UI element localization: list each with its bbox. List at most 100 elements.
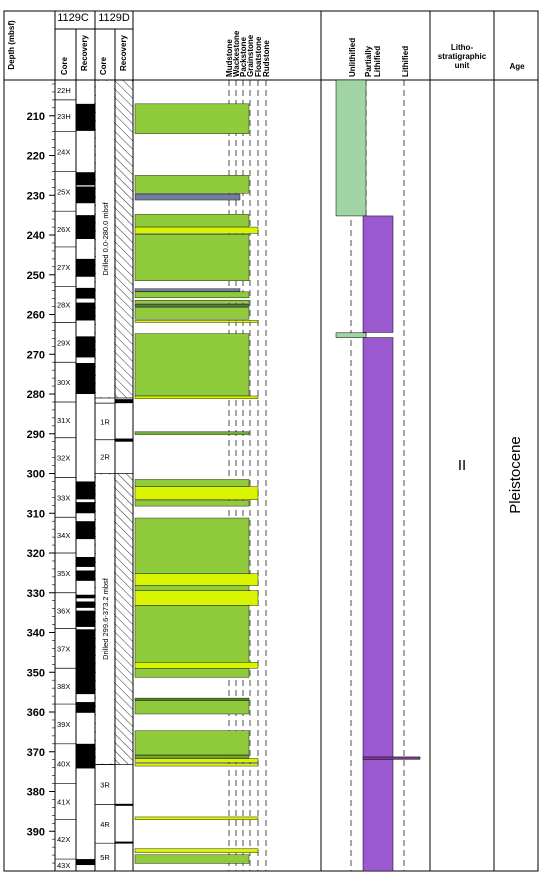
- depth-tick-label: 300: [27, 469, 45, 481]
- drilled-interval-label: Drilled 0.0-280.0 mbsf: [101, 201, 110, 275]
- lithology-block: [134, 755, 250, 759]
- partially-word: Partially: [364, 45, 373, 77]
- lithology-block: [134, 590, 259, 606]
- core-c-label: 33X: [57, 493, 70, 502]
- recovery-c-block: [76, 186, 95, 204]
- drilled-interval-label: Drilled 299.6-373.2 mbsf: [101, 577, 110, 660]
- depth-tick-label: 370: [27, 747, 45, 759]
- lithification-block-partially: [362, 337, 394, 758]
- recovery-c-block: [76, 859, 95, 866]
- core-d-header: Core: [99, 56, 108, 75]
- recovery-c-block: [76, 570, 95, 581]
- lithology-block: [134, 214, 250, 228]
- lithology-block: [134, 486, 259, 500]
- core-c-label: 30X: [57, 378, 70, 387]
- recovery-c-block: [76, 215, 95, 239]
- frame-layer: [3, 10, 539, 872]
- core-c-label: 27X: [57, 263, 70, 272]
- lithology-block: [134, 303, 250, 308]
- recovery-c-block: [76, 521, 95, 540]
- depth-tick-label: 350: [27, 667, 45, 679]
- core-c-label: 34X: [57, 531, 70, 540]
- recovery-c-block: [76, 502, 95, 514]
- lithification-block-unlithified: [335, 332, 367, 338]
- depth-tick-label: 320: [27, 548, 45, 560]
- texture-header-packstone: Packstone: [239, 36, 248, 77]
- recovery-c-block: [76, 103, 95, 131]
- texture-header-mudstone: Mudstone: [225, 39, 234, 77]
- lithification-block-lithified: [362, 756, 421, 760]
- lithology-block: [134, 848, 259, 853]
- recovery-c-block: [76, 363, 95, 395]
- core-c-label: 35X: [57, 569, 70, 578]
- unit-header-line: Litho-: [451, 43, 474, 52]
- core-c-header: Core: [60, 56, 69, 75]
- lithology-block: [134, 854, 250, 864]
- unit-header-line: unit: [455, 61, 470, 70]
- outer-frame: [3, 10, 539, 872]
- texture-header-rudstone: Rudstone: [262, 40, 271, 77]
- core-d-label: 3R: [100, 781, 110, 790]
- drilled-label-bg: [96, 81, 114, 397]
- core-d-label: 2R: [100, 453, 110, 462]
- lithology-block: [134, 193, 241, 201]
- lithology-block: [134, 431, 250, 435]
- depth-tick-label: 210: [27, 111, 45, 123]
- core-c-label: 39X: [57, 720, 70, 729]
- core-c-label: 28X: [57, 301, 70, 310]
- hole-1129d-header: 1129D: [98, 12, 130, 24]
- recovery-c-block: [76, 601, 95, 608]
- core-c-label: 25X: [57, 187, 70, 196]
- recovery-c-block: [76, 336, 95, 358]
- recovery-c-block: [76, 594, 95, 599]
- recovery-d-block: [115, 438, 133, 442]
- lithology-block: [134, 226, 259, 234]
- depth-tick-label: 360: [27, 707, 45, 719]
- lithology-block: [134, 730, 250, 756]
- core-c-label: 43X: [57, 861, 70, 870]
- texture-header-floatstone: Floatstone: [254, 36, 263, 77]
- recovery-c-block: [76, 629, 95, 695]
- lithology-block: [134, 300, 250, 304]
- core-c-label: 42X: [57, 835, 70, 844]
- lithification-block-partially: [362, 759, 394, 872]
- lithostratigraphic-unit-value: II: [458, 457, 466, 474]
- texture-header-grainstone: Grainstone: [246, 34, 255, 77]
- lithology-block: [134, 668, 250, 678]
- lithology-block: [134, 320, 259, 323]
- lithology-block: [134, 816, 259, 820]
- lithology-block: [134, 697, 250, 701]
- lithification-header-lithified: Lithified: [401, 46, 410, 77]
- core-c-label: 26X: [57, 225, 70, 234]
- lithology-block: [134, 763, 259, 767]
- core-c-label: 32X: [57, 454, 70, 463]
- core-c-label: 23H: [57, 112, 71, 121]
- depth-header: Depth (mbsf): [7, 20, 16, 70]
- recovery-c-block: [76, 610, 95, 627]
- recovery-c-block: [76, 287, 95, 299]
- lithology-block: [134, 103, 250, 134]
- lithology-block: [134, 585, 250, 591]
- lithology-block: [134, 500, 250, 507]
- header-layer: Depth (mbsf) 1129C 1129D Core Recovery C…: [7, 12, 525, 75]
- recovery-d-block: [115, 841, 133, 844]
- lithification-block-unlithified: [335, 79, 367, 217]
- lithology-block: [134, 288, 241, 292]
- depth-tick-label: 290: [27, 429, 45, 441]
- core-c-label: 31X: [57, 416, 70, 425]
- core-d-label: 1R: [100, 417, 110, 426]
- texture-header-wackestone: Wackestone: [232, 30, 241, 77]
- data-layer: 210 220 230 240 250 260 270 280 290 300 310 320 330 3…: [27, 30, 524, 872]
- core-d-label: 5R: [100, 853, 110, 862]
- depth-tick-label: 390: [27, 826, 45, 838]
- lithology-block: [134, 700, 250, 715]
- depth-tick-label: 240: [27, 230, 45, 242]
- recovery-c-block: [76, 302, 95, 321]
- unit-header-line: stratigraphic: [438, 52, 487, 61]
- depth-tick-label: 270: [27, 349, 45, 361]
- lithification-header-unlithified: Unlithified: [348, 38, 357, 77]
- depth-tick-label: 280: [27, 389, 45, 401]
- core-c-label: 38X: [57, 682, 70, 691]
- depth-tick-label: 380: [27, 787, 45, 799]
